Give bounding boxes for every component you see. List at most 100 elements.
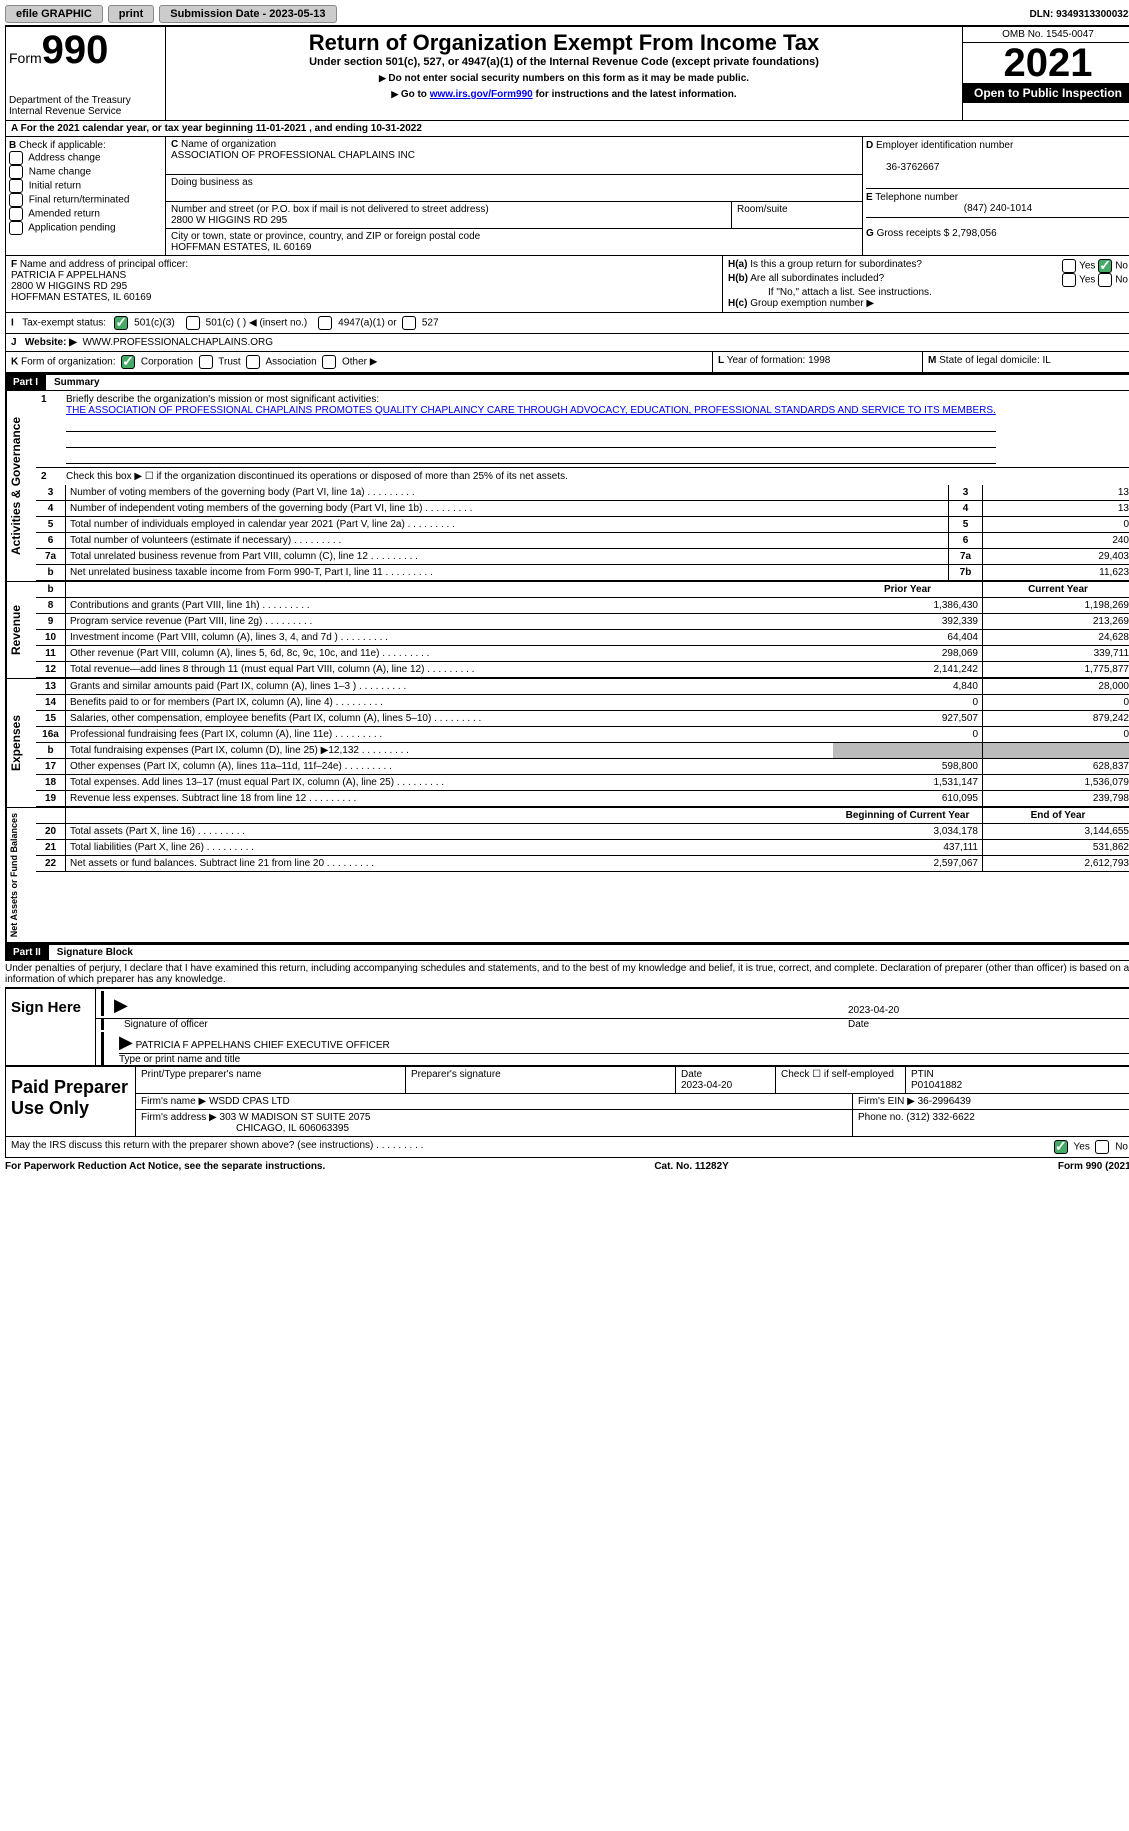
firm-addr-label: Firm's address ▶ bbox=[141, 1112, 217, 1123]
dln: DLN: 93493133000323 bbox=[1029, 9, 1129, 20]
firm-city: CHICAGO, IL 606063395 bbox=[141, 1123, 349, 1134]
ha-label: Is this a group return for subordinates? bbox=[750, 259, 922, 270]
type-name-label: Type or print name and title bbox=[119, 1053, 1129, 1065]
part1-table: Activities & Governance 1 Briefly descri… bbox=[5, 391, 1129, 582]
mission-text: THE ASSOCIATION OF PROFESSIONAL CHAPLAIN… bbox=[66, 405, 996, 416]
ptin: P01041882 bbox=[911, 1080, 962, 1091]
4947-checkbox[interactable] bbox=[318, 316, 332, 330]
line-i: I Tax-exempt status: 501(c)(3) 501(c) ( … bbox=[5, 313, 1129, 334]
tax-year: 2021 bbox=[963, 43, 1129, 83]
pra-notice: For Paperwork Reduction Act Notice, see … bbox=[5, 1161, 325, 1172]
year-formation: 1998 bbox=[808, 355, 830, 366]
firm-phone: (312) 332-6622 bbox=[906, 1112, 974, 1123]
table-row: bNet unrelated business taxable income f… bbox=[36, 565, 1129, 581]
q1-label: Briefly describe the organization's miss… bbox=[66, 394, 379, 405]
officer-addr1: 2800 W HIGGINS RD 295 bbox=[11, 281, 127, 292]
topbar: efile GRAPHIC print Submission Date - 20… bbox=[5, 5, 1129, 26]
trust-checkbox[interactable] bbox=[199, 355, 213, 369]
sig-date: 2023-04-20 bbox=[848, 1005, 1128, 1016]
table-row: 17Other expenses (Part IX, column (A), l… bbox=[36, 759, 1129, 775]
table-row: 9Program service revenue (Part VIII, lin… bbox=[36, 614, 1129, 630]
hb-yes-checkbox[interactable] bbox=[1062, 273, 1076, 287]
table-row: 15Salaries, other compensation, employee… bbox=[36, 711, 1129, 727]
table-row: 5Total number of individuals employed in… bbox=[36, 517, 1129, 533]
privacy-note: Do not enter social security numbers on … bbox=[169, 73, 959, 84]
gross-label: Gross receipts $ bbox=[877, 228, 950, 239]
sig-officer-label: Signature of officer bbox=[124, 1019, 208, 1030]
gross-receipts: 2,798,056 bbox=[952, 228, 997, 239]
line-a: A For the 2021 calendar year, or tax yea… bbox=[5, 121, 1129, 137]
beg-year-header: Beginning of Current Year bbox=[833, 808, 983, 823]
assoc-checkbox[interactable] bbox=[246, 355, 260, 369]
b-option-checkbox[interactable] bbox=[9, 165, 23, 179]
b-option-checkbox[interactable] bbox=[9, 193, 23, 207]
ptin-label: PTIN bbox=[911, 1069, 934, 1080]
form-label: Form bbox=[9, 50, 42, 66]
room-label: Room/suite bbox=[737, 204, 788, 215]
b-option-label: Amended return bbox=[28, 209, 100, 220]
prep-sig-label: Preparer's signature bbox=[406, 1067, 676, 1093]
discuss-yes-checkbox[interactable] bbox=[1054, 1140, 1068, 1154]
b-option-checkbox[interactable] bbox=[9, 221, 23, 235]
part2-header: Part II Signature Block bbox=[5, 943, 1129, 961]
firm-name: WSDD CPAS LTD bbox=[209, 1096, 290, 1107]
table-row: 7aTotal unrelated business revenue from … bbox=[36, 549, 1129, 565]
irs-link[interactable]: www.irs.gov/Form990 bbox=[430, 89, 533, 100]
self-emp-check: Check ☐ if self-employed bbox=[776, 1067, 906, 1093]
paid-prep-label: Paid Preparer Use Only bbox=[6, 1067, 136, 1136]
ein-label: Employer identification number bbox=[876, 140, 1013, 151]
sign-here-section: Sign Here ▶ 2023-04-20 Signature of offi… bbox=[5, 988, 1129, 1066]
org-addr: 2800 W HIGGINS RD 295 bbox=[171, 215, 287, 226]
table-row: 22Net assets or fund balances. Subtract … bbox=[36, 856, 1129, 872]
ha-yes-checkbox[interactable] bbox=[1062, 259, 1076, 273]
501c-checkbox[interactable] bbox=[186, 316, 200, 330]
c-name-label: Name of organization bbox=[181, 139, 276, 150]
discuss-no-checkbox[interactable] bbox=[1095, 1140, 1109, 1154]
part1-label: Part I bbox=[5, 375, 46, 390]
b-option-label: Address change bbox=[28, 153, 100, 164]
open-public: Open to Public Inspection bbox=[963, 83, 1129, 103]
table-row: 20Total assets (Part X, line 16)3,034,17… bbox=[36, 824, 1129, 840]
goto-post: for instructions and the latest informat… bbox=[533, 89, 737, 100]
q2-label: Check this box ▶ ☐ if the organization d… bbox=[66, 471, 568, 482]
527-checkbox[interactable] bbox=[402, 316, 416, 330]
b-option-checkbox[interactable] bbox=[9, 207, 23, 221]
print-button[interactable]: print bbox=[108, 5, 154, 23]
table-row: 10Investment income (Part VIII, column (… bbox=[36, 630, 1129, 646]
b-label: Check if applicable: bbox=[19, 140, 106, 151]
corp-checkbox[interactable] bbox=[121, 355, 135, 369]
officer-addr2: HOFFMAN ESTATES, IL 60169 bbox=[11, 292, 151, 303]
line-a-text: For the 2021 calendar year, or tax year … bbox=[21, 123, 422, 134]
discuss-row: May the IRS discuss this return with the… bbox=[5, 1137, 1129, 1158]
submission-date: Submission Date - 2023-05-13 bbox=[159, 5, 336, 23]
table-row: 14Benefits paid to or for members (Part … bbox=[36, 695, 1129, 711]
501c3-checkbox[interactable] bbox=[114, 316, 128, 330]
entity-section: B Check if applicable: Address change Na… bbox=[5, 137, 1129, 256]
paid-preparer-section: Paid Preparer Use Only Print/Type prepar… bbox=[5, 1066, 1129, 1137]
table-row: 21Total liabilities (Part X, line 26)437… bbox=[36, 840, 1129, 856]
form-header: Form990 Department of the Treasury Inter… bbox=[5, 26, 1129, 121]
table-row: 16aProfessional fundraising fees (Part I… bbox=[36, 727, 1129, 743]
b-option-checkbox[interactable] bbox=[9, 179, 23, 193]
line-j: J Website: ▶ WWW.PROFESSIONALCHAPLAINS.O… bbox=[5, 334, 1129, 352]
other-checkbox[interactable] bbox=[322, 355, 336, 369]
prior-year-header: Prior Year bbox=[833, 582, 983, 597]
officer-name: PATRICIA F APPELHANS bbox=[11, 270, 126, 281]
ha-no-checkbox[interactable] bbox=[1098, 259, 1112, 273]
l-label: Year of formation: bbox=[727, 355, 806, 366]
phone: (847) 240-1014 bbox=[866, 203, 1129, 214]
table-row: 19Revenue less expenses. Subtract line 1… bbox=[36, 791, 1129, 807]
end-year-header: End of Year bbox=[983, 808, 1129, 823]
b-option-label: Name change bbox=[29, 167, 91, 178]
b-option-checkbox[interactable] bbox=[9, 151, 23, 165]
table-row: 11Other revenue (Part VIII, column (A), … bbox=[36, 646, 1129, 662]
date-label: Date bbox=[848, 1019, 1128, 1030]
i-label: Tax-exempt status: bbox=[22, 318, 106, 329]
form-title: Return of Organization Exempt From Incom… bbox=[169, 30, 959, 56]
jurat-text: Under penalties of perjury, I declare th… bbox=[5, 961, 1129, 988]
hb-no-checkbox[interactable] bbox=[1098, 273, 1112, 287]
line-klm: K Form of organization: Corporation Trus… bbox=[5, 352, 1129, 373]
vlabel-expenses: Expenses bbox=[6, 679, 36, 807]
table-row: 8Contributions and grants (Part VIII, li… bbox=[36, 598, 1129, 614]
efile-label: efile GRAPHIC bbox=[5, 5, 103, 23]
